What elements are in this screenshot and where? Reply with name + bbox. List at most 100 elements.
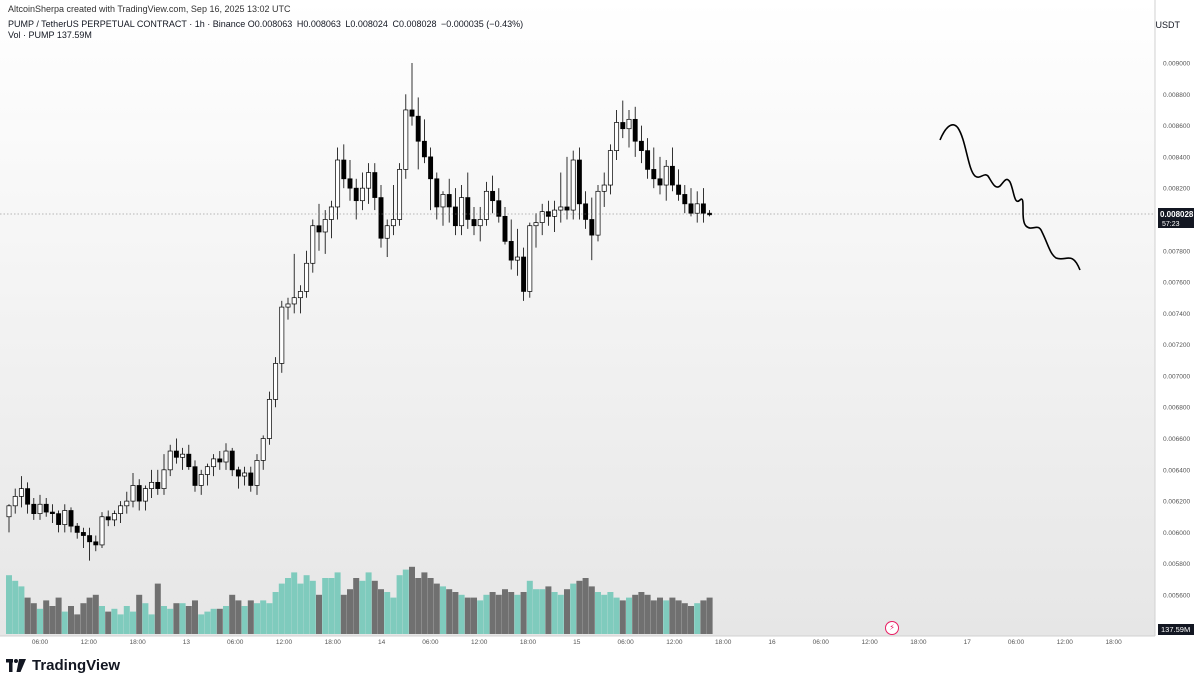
candle xyxy=(682,185,688,214)
candle-body xyxy=(651,169,657,180)
candle-body xyxy=(533,222,539,227)
volume-bar xyxy=(551,592,558,634)
volume-bar xyxy=(161,606,167,634)
candle xyxy=(49,504,55,524)
volume-bar xyxy=(452,592,459,634)
price-axis[interactable]: 0.005600 0.005800 0.006000 0.006200 0.006400… xyxy=(1163,61,1190,600)
volume-bar xyxy=(471,597,477,634)
candle xyxy=(124,491,130,514)
candle xyxy=(248,466,254,492)
candle-body xyxy=(552,209,558,217)
volume-tag-bg xyxy=(1158,624,1194,635)
candle-body xyxy=(626,118,632,130)
candle-body xyxy=(266,399,272,439)
candle xyxy=(483,181,489,226)
price-tick-label: 0.007800 xyxy=(1163,248,1190,255)
time-tick-label: 18:00 xyxy=(715,639,732,646)
price-tick-label: 0.007400 xyxy=(1163,311,1190,318)
volume-bar xyxy=(185,606,192,634)
candle xyxy=(130,472,136,508)
candle xyxy=(496,188,502,223)
candle xyxy=(663,160,669,201)
candle xyxy=(657,156,663,195)
candle xyxy=(595,185,601,242)
candle xyxy=(626,109,632,148)
volume-tag: 137.59M xyxy=(1158,624,1194,635)
volume-bar xyxy=(601,594,608,634)
time-tick-label: 06:00 xyxy=(227,639,244,646)
volume-label[interactable]: Vol · PUMP xyxy=(8,30,55,40)
volume-bar xyxy=(433,583,440,634)
time-tick-label: 12:00 xyxy=(861,639,878,646)
price-tick-label: 0.007000 xyxy=(1163,373,1190,380)
candle-body xyxy=(136,485,142,502)
candle-body xyxy=(142,488,148,502)
volume-bar xyxy=(74,614,81,634)
candle xyxy=(105,510,111,527)
volume-bar xyxy=(80,603,87,634)
time-tick-label: 06:00 xyxy=(813,639,830,646)
volume-bar xyxy=(688,606,694,634)
candle-body xyxy=(682,194,688,205)
lightning-icon[interactable]: ⚡ xyxy=(885,621,899,635)
volume-bar xyxy=(247,600,254,634)
tradingview-logo[interactable]: TradingView xyxy=(6,657,120,674)
time-tick-label: 12:00 xyxy=(471,639,488,646)
candle-body xyxy=(99,516,105,546)
volume-bar xyxy=(489,592,496,634)
volume-bar xyxy=(502,589,508,634)
candle xyxy=(80,527,86,549)
candle-body xyxy=(87,535,93,543)
candle xyxy=(700,188,706,223)
candle xyxy=(316,203,322,251)
candle xyxy=(322,210,328,254)
candle-body xyxy=(614,122,620,151)
candle xyxy=(217,451,223,470)
volume-bar xyxy=(142,603,149,634)
candle xyxy=(378,185,384,248)
volume-bar xyxy=(309,580,316,634)
symbol-title[interactable]: PUMP / TetherUS PERPETUAL CONTRACT · 1h … xyxy=(8,19,246,29)
volume-bar xyxy=(415,578,422,634)
candle-body xyxy=(310,225,316,264)
candle xyxy=(508,219,514,270)
volume-bar xyxy=(278,583,285,634)
candle xyxy=(254,454,260,495)
candle xyxy=(167,444,173,477)
candle-body xyxy=(12,496,18,507)
candle xyxy=(564,156,570,220)
time-tick-label: 18:00 xyxy=(520,639,537,646)
candle xyxy=(211,454,217,477)
volume-bar xyxy=(409,566,415,634)
candle xyxy=(688,188,694,217)
candle xyxy=(384,219,390,258)
candle-body xyxy=(471,219,477,227)
volume-bar xyxy=(198,614,205,634)
candle-body xyxy=(446,194,452,208)
price-tick-label: 0.005600 xyxy=(1163,593,1190,600)
candle xyxy=(353,178,359,220)
price-tick-label: 0.006400 xyxy=(1163,467,1190,474)
candle-body xyxy=(576,159,582,205)
volume-bar xyxy=(626,597,632,634)
change-value: −0.000035 (−0.43%) xyxy=(441,19,524,29)
candle-body xyxy=(465,197,471,220)
candle xyxy=(576,147,582,220)
candle xyxy=(186,444,192,470)
candle-body xyxy=(508,241,514,261)
candle-body xyxy=(285,303,291,308)
currency-unit[interactable]: USDT xyxy=(1155,20,1181,30)
candle-body xyxy=(514,256,520,261)
candle xyxy=(304,250,310,298)
close-value: C0.008028 xyxy=(392,19,437,29)
volume-bar xyxy=(477,600,484,634)
volume-bar xyxy=(49,606,56,634)
candle xyxy=(403,94,409,179)
volume-bar xyxy=(396,575,403,634)
volume-bar xyxy=(105,611,112,634)
price-tick-label: 0.006800 xyxy=(1163,405,1190,412)
candle-body xyxy=(242,472,248,477)
time-axis[interactable]: 06:00 12:00 18:00 13 06:00 12:00 18:00 14 06:00 1… xyxy=(32,639,1122,646)
